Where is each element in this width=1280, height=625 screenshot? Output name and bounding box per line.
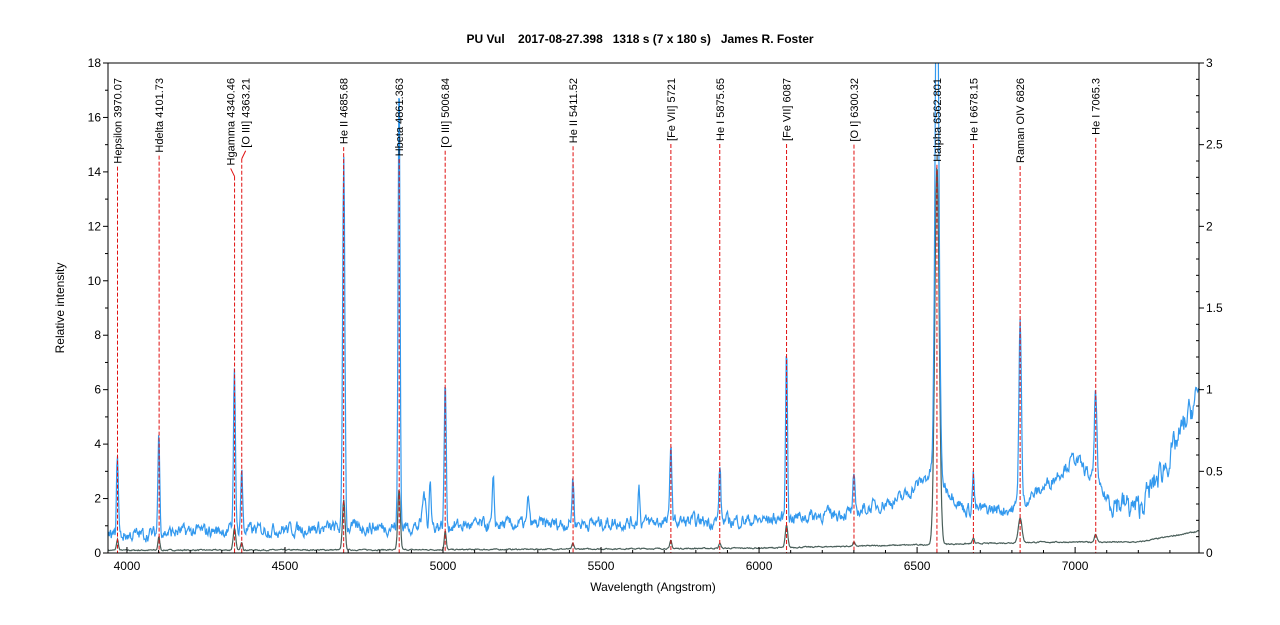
- y-tick-label: 2: [94, 492, 101, 506]
- line-marker-label: [O III] 5006.84: [440, 78, 452, 148]
- line-marker-label: Hdelta 4101.73: [154, 78, 166, 153]
- series-line-gray: [108, 167, 1199, 552]
- x-tick-label: 4500: [272, 559, 299, 573]
- line-marker-label: [O III] 4363.21: [241, 78, 253, 148]
- x-tick-label: 5000: [430, 559, 457, 573]
- y-tick-label: 0: [94, 546, 101, 560]
- x-tick-label: 7000: [1062, 559, 1089, 573]
- x-axis-label: Wavelength (Angstrom): [590, 580, 716, 594]
- series-line-blue: [108, 63, 1199, 543]
- line-marker-connector: [230, 168, 236, 177]
- plot-frame: [107, 62, 1200, 554]
- y2-tick-label: 1: [1206, 383, 1213, 397]
- chart-title: PU Vul 2017-08-27.398 1318 s (7 x 180 s)…: [466, 32, 813, 46]
- y-tick-label: 4: [94, 437, 101, 451]
- y-tick-label: 16: [88, 110, 102, 124]
- y-tick-label: 14: [88, 165, 102, 179]
- y2-tick-label: 1.5: [1206, 301, 1223, 315]
- y2-tick-label: 2: [1206, 219, 1213, 233]
- line-marker-label: [Fe VII] 6087: [782, 78, 794, 141]
- line-marker-label: [Fe VII] 5721: [666, 78, 678, 141]
- x-tick-label: 6000: [746, 559, 773, 573]
- line-marker-label: Halpha 6562.801: [932, 78, 944, 162]
- line-marker-label: Hgamma 4340.46: [226, 78, 238, 165]
- y-axis-label: Relative intensity: [53, 263, 67, 354]
- line-marker-label: [O I] 6300.32: [849, 78, 861, 142]
- line-marker-label: He I 7065.3: [1091, 78, 1103, 135]
- line-marker-label: He I 6678.15: [968, 78, 980, 141]
- y-tick-label: 18: [88, 56, 102, 70]
- line-marker-connector: [241, 150, 247, 159]
- y-tick-label: 10: [88, 274, 102, 288]
- line-marker-label: Raman OIV 6826: [1015, 78, 1027, 163]
- x-tick-label: 4000: [114, 559, 141, 573]
- y-tick-label: 6: [94, 383, 101, 397]
- line-marker-label: Hbeta 4861.363: [394, 78, 406, 156]
- line-marker-label: He II 4685.68: [339, 78, 351, 144]
- x-tick-label: 5500: [588, 559, 615, 573]
- y2-tick-label: 3: [1206, 56, 1213, 70]
- line-marker-label: Hepsilon 3970.07: [113, 78, 125, 164]
- y2-tick-label: 2.5: [1206, 138, 1223, 152]
- y2-tick-label: 0: [1206, 546, 1213, 560]
- line-marker-label: He I 5875.65: [715, 78, 727, 141]
- x-tick-label: 6500: [904, 559, 931, 573]
- y-tick-label: 12: [88, 219, 102, 233]
- y2-tick-label: 0.5: [1206, 464, 1223, 478]
- line-marker-label: He II 5411.52: [568, 78, 580, 143]
- y-tick-label: 8: [94, 328, 101, 342]
